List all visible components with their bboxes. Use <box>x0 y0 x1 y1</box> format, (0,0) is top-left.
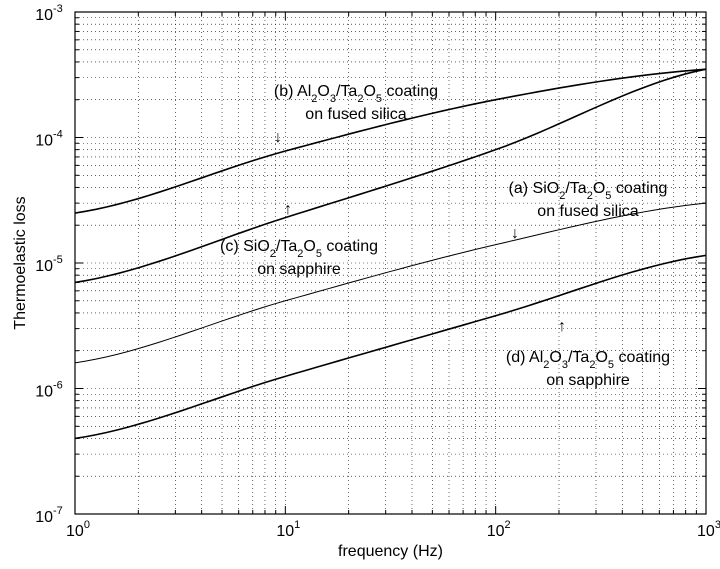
series-line-a <box>74 202 707 364</box>
annotation-c-line: on sapphire <box>257 261 341 278</box>
y-axis-label: Thermoelastic loss <box>12 196 29 329</box>
y-tick-label: 10-3 <box>35 3 63 24</box>
x-tick-label: 101 <box>276 519 300 540</box>
ticks <box>75 12 706 514</box>
x-tick-label: 103 <box>697 519 720 540</box>
x-tick-label: 102 <box>487 519 511 540</box>
annotation-d-line: (d) Al2O3/Ta2O5 coating <box>506 349 670 371</box>
annotation-b-line: on fused silica <box>305 106 406 123</box>
y-tick-label: 10-4 <box>35 129 63 150</box>
series-line-b <box>74 68 707 214</box>
annotation-d-arrow: ↑ <box>558 318 566 335</box>
annotation-a-arrow: ↓ <box>511 225 519 242</box>
annotation-c-arrow: ↑ <box>284 201 292 218</box>
annotation-a-line: on fused silica <box>537 203 638 220</box>
x-tick-label: 100 <box>66 519 90 540</box>
tick-labels: 100 101 102 103 10-7 10-6 10-5 10-4 10-3 <box>35 3 720 540</box>
x-axis-label: frequency (Hz) <box>338 543 443 560</box>
y-tick-label: 10-6 <box>35 380 63 401</box>
series-line-c <box>74 68 707 284</box>
series-line-d <box>74 254 707 440</box>
annotation-c-line: (c) SiO2/Ta2O5 coating <box>220 238 378 260</box>
annotation-b-arrow: ↓ <box>274 129 282 146</box>
annotation-a-line: (a) SiO2/Ta2O5 coating <box>509 180 668 202</box>
annotation-b-line: (b) Al2O3/Ta2O5 coating <box>274 83 438 105</box>
y-tick-label: 10-7 <box>35 505 63 526</box>
annotation-d-line: on sapphire <box>546 372 630 389</box>
y-tick-label: 10-5 <box>35 254 63 275</box>
series-layer <box>74 68 707 440</box>
